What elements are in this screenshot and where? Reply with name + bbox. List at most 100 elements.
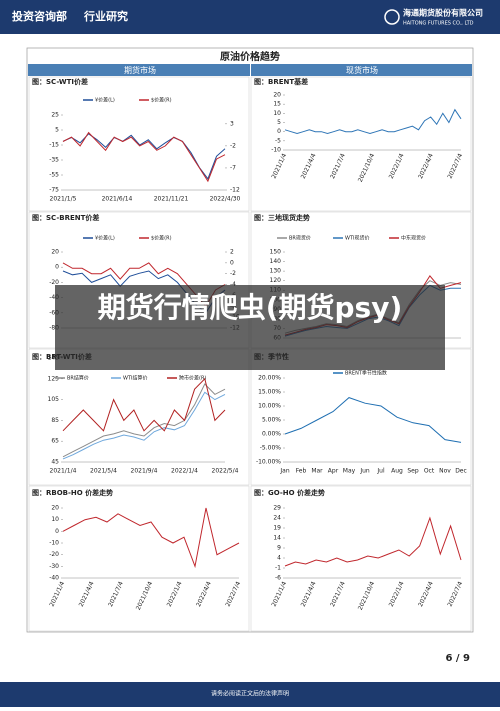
y-tick-label: -55 [49, 172, 59, 179]
y-tick-label: 0.00% [262, 431, 281, 438]
y-tick-label: 85 [51, 417, 59, 424]
footer-bar [0, 682, 500, 707]
y2-tick-label: 3 [230, 120, 234, 127]
section: 行业研究 [83, 9, 128, 23]
chart-caption: 图：SC-BRENT价差 [32, 213, 99, 222]
x-tick-label: 2021/1/4 [50, 468, 77, 475]
chart-cell [28, 485, 250, 632]
y-tick-label: 20 [273, 92, 281, 99]
y-tick-label: 140 [270, 258, 282, 265]
series-line [62, 507, 240, 569]
y-tick-label: 10 [51, 516, 59, 523]
y-tick-label: 4 [277, 555, 281, 562]
left-tab: 期货市场 [124, 65, 156, 75]
y-tick-label: 65 [51, 438, 59, 445]
y-tick-label: 25 [51, 112, 59, 119]
y2-tick-label: 0 [230, 259, 234, 266]
x-tick-label: 2021/7/4 [329, 152, 347, 180]
x-tick-label: 2021/7/4 [107, 580, 125, 608]
y-tick-label: 0 [55, 528, 59, 535]
x-tick-label: 2022/7/4 [224, 580, 242, 608]
y-tick-label: -10 [49, 540, 59, 547]
x-tick-label: 2022/1/4 [388, 152, 406, 180]
y-tick-label: -6 [275, 575, 281, 582]
legend-label: $价差(R) [151, 235, 172, 242]
x-tick-label: 2022/7/4 [446, 580, 464, 608]
x-tick-label: 2021/11/21 [154, 196, 189, 203]
chart-cell [28, 76, 250, 212]
legend-label: BRENT季节性指数 [345, 370, 387, 377]
page-number: 6 / 9 [445, 653, 470, 664]
x-tick-label: 2021/1/4 [48, 580, 66, 608]
y-tick-label: -5.00% [260, 445, 282, 452]
chart-caption: 图：RBOB-HO 价差走势 [32, 488, 113, 497]
y-tick-label: 145 [48, 355, 60, 362]
chart-caption: 图：SC-WTI价差 [32, 77, 88, 86]
dept: 投资咨询部 [12, 9, 67, 23]
y-tick-label: -40 [49, 294, 59, 301]
x-tick-label: Jun [359, 468, 370, 475]
chart-cell [250, 76, 472, 212]
tab [28, 64, 250, 76]
y-tick-label: 20 [51, 249, 59, 256]
x-tick-label: Jul [376, 468, 385, 475]
y-tick-label: 20 [51, 505, 59, 512]
x-tick-label: 2022/4/4 [195, 580, 213, 608]
right-tab: 现货市场 [346, 65, 378, 75]
x-tick-label: Feb [296, 468, 307, 475]
x-tick-label: 2022/1/4 [171, 468, 198, 475]
legend-label: ¥价差(L) [95, 235, 115, 242]
chart-cell [250, 485, 472, 632]
x-tick-label: 2021/9/4 [131, 468, 158, 475]
x-tick-label: Mar [311, 468, 323, 475]
legend-label: WTI现货价 [345, 235, 369, 242]
x-tick-label: Sep [407, 468, 419, 475]
y-tick-label: -80 [49, 325, 59, 332]
x-tick-label: Nov [439, 468, 451, 475]
y-tick-label: 45 [51, 459, 59, 466]
x-tick-label: 2021/4/4 [78, 580, 96, 608]
x-tick-label: 2022/1/4 [388, 580, 406, 608]
chart-caption: 图：三地现货走势 [254, 213, 310, 222]
y-tick-label: 5 [277, 119, 281, 126]
footer-notice: 请务必阅读正文后的法律声明 [211, 690, 289, 698]
x-tick-label: 2021/10/4 [357, 152, 376, 183]
y-tick-label: 5.00% [262, 417, 281, 424]
series-line [62, 383, 226, 458]
x-tick-label: May [343, 468, 356, 475]
company: 海通期货股份有限公司 [403, 8, 483, 18]
x-tick-label: 2022/7/4 [446, 152, 464, 180]
x-tick-label: 2021/1/5 [50, 196, 77, 203]
box [26, 47, 474, 633]
y2-tick-label: -12 [230, 187, 240, 194]
x-tick-label: 2021/4/4 [300, 580, 318, 608]
y-tick-label: 29 [273, 505, 281, 512]
y2-tick-label: -2 [230, 142, 236, 149]
header-bar [0, 0, 500, 34]
x-tick-label: Jan [279, 468, 289, 475]
y-tick-label: 20.00% [258, 375, 281, 382]
y-tick-label: -1 [275, 565, 281, 572]
x-tick-label: 2021/1/4 [270, 580, 288, 608]
tab [251, 64, 472, 76]
x-tick-label: Aug [391, 468, 403, 475]
y-tick-label: 105 [48, 396, 60, 403]
y2-tick-label: -7 [230, 164, 236, 171]
x-tick-label: 2022/5/4 [212, 468, 239, 475]
x-tick-label: 2021/10/4 [357, 580, 376, 611]
y2-tick-label: 2 [230, 249, 234, 256]
box-title: 原油价格趋势 [220, 50, 280, 63]
legend-label: BR现货价 [289, 235, 311, 242]
y-tick-label: 0 [277, 128, 281, 135]
y-tick-label: 150 [270, 249, 282, 256]
y-tick-label: -35 [49, 157, 59, 164]
legend-label: $价差(R) [151, 97, 172, 104]
legend-label: WTI结算价 [123, 375, 147, 382]
y-tick-label: 5 [55, 127, 59, 134]
x-tick-label: Dec [455, 468, 467, 475]
chart-caption: 图：BRENT基差 [254, 77, 308, 86]
x-tick-label: 2022/4/30 [210, 196, 241, 203]
y-tick-label: 15 [273, 101, 281, 108]
